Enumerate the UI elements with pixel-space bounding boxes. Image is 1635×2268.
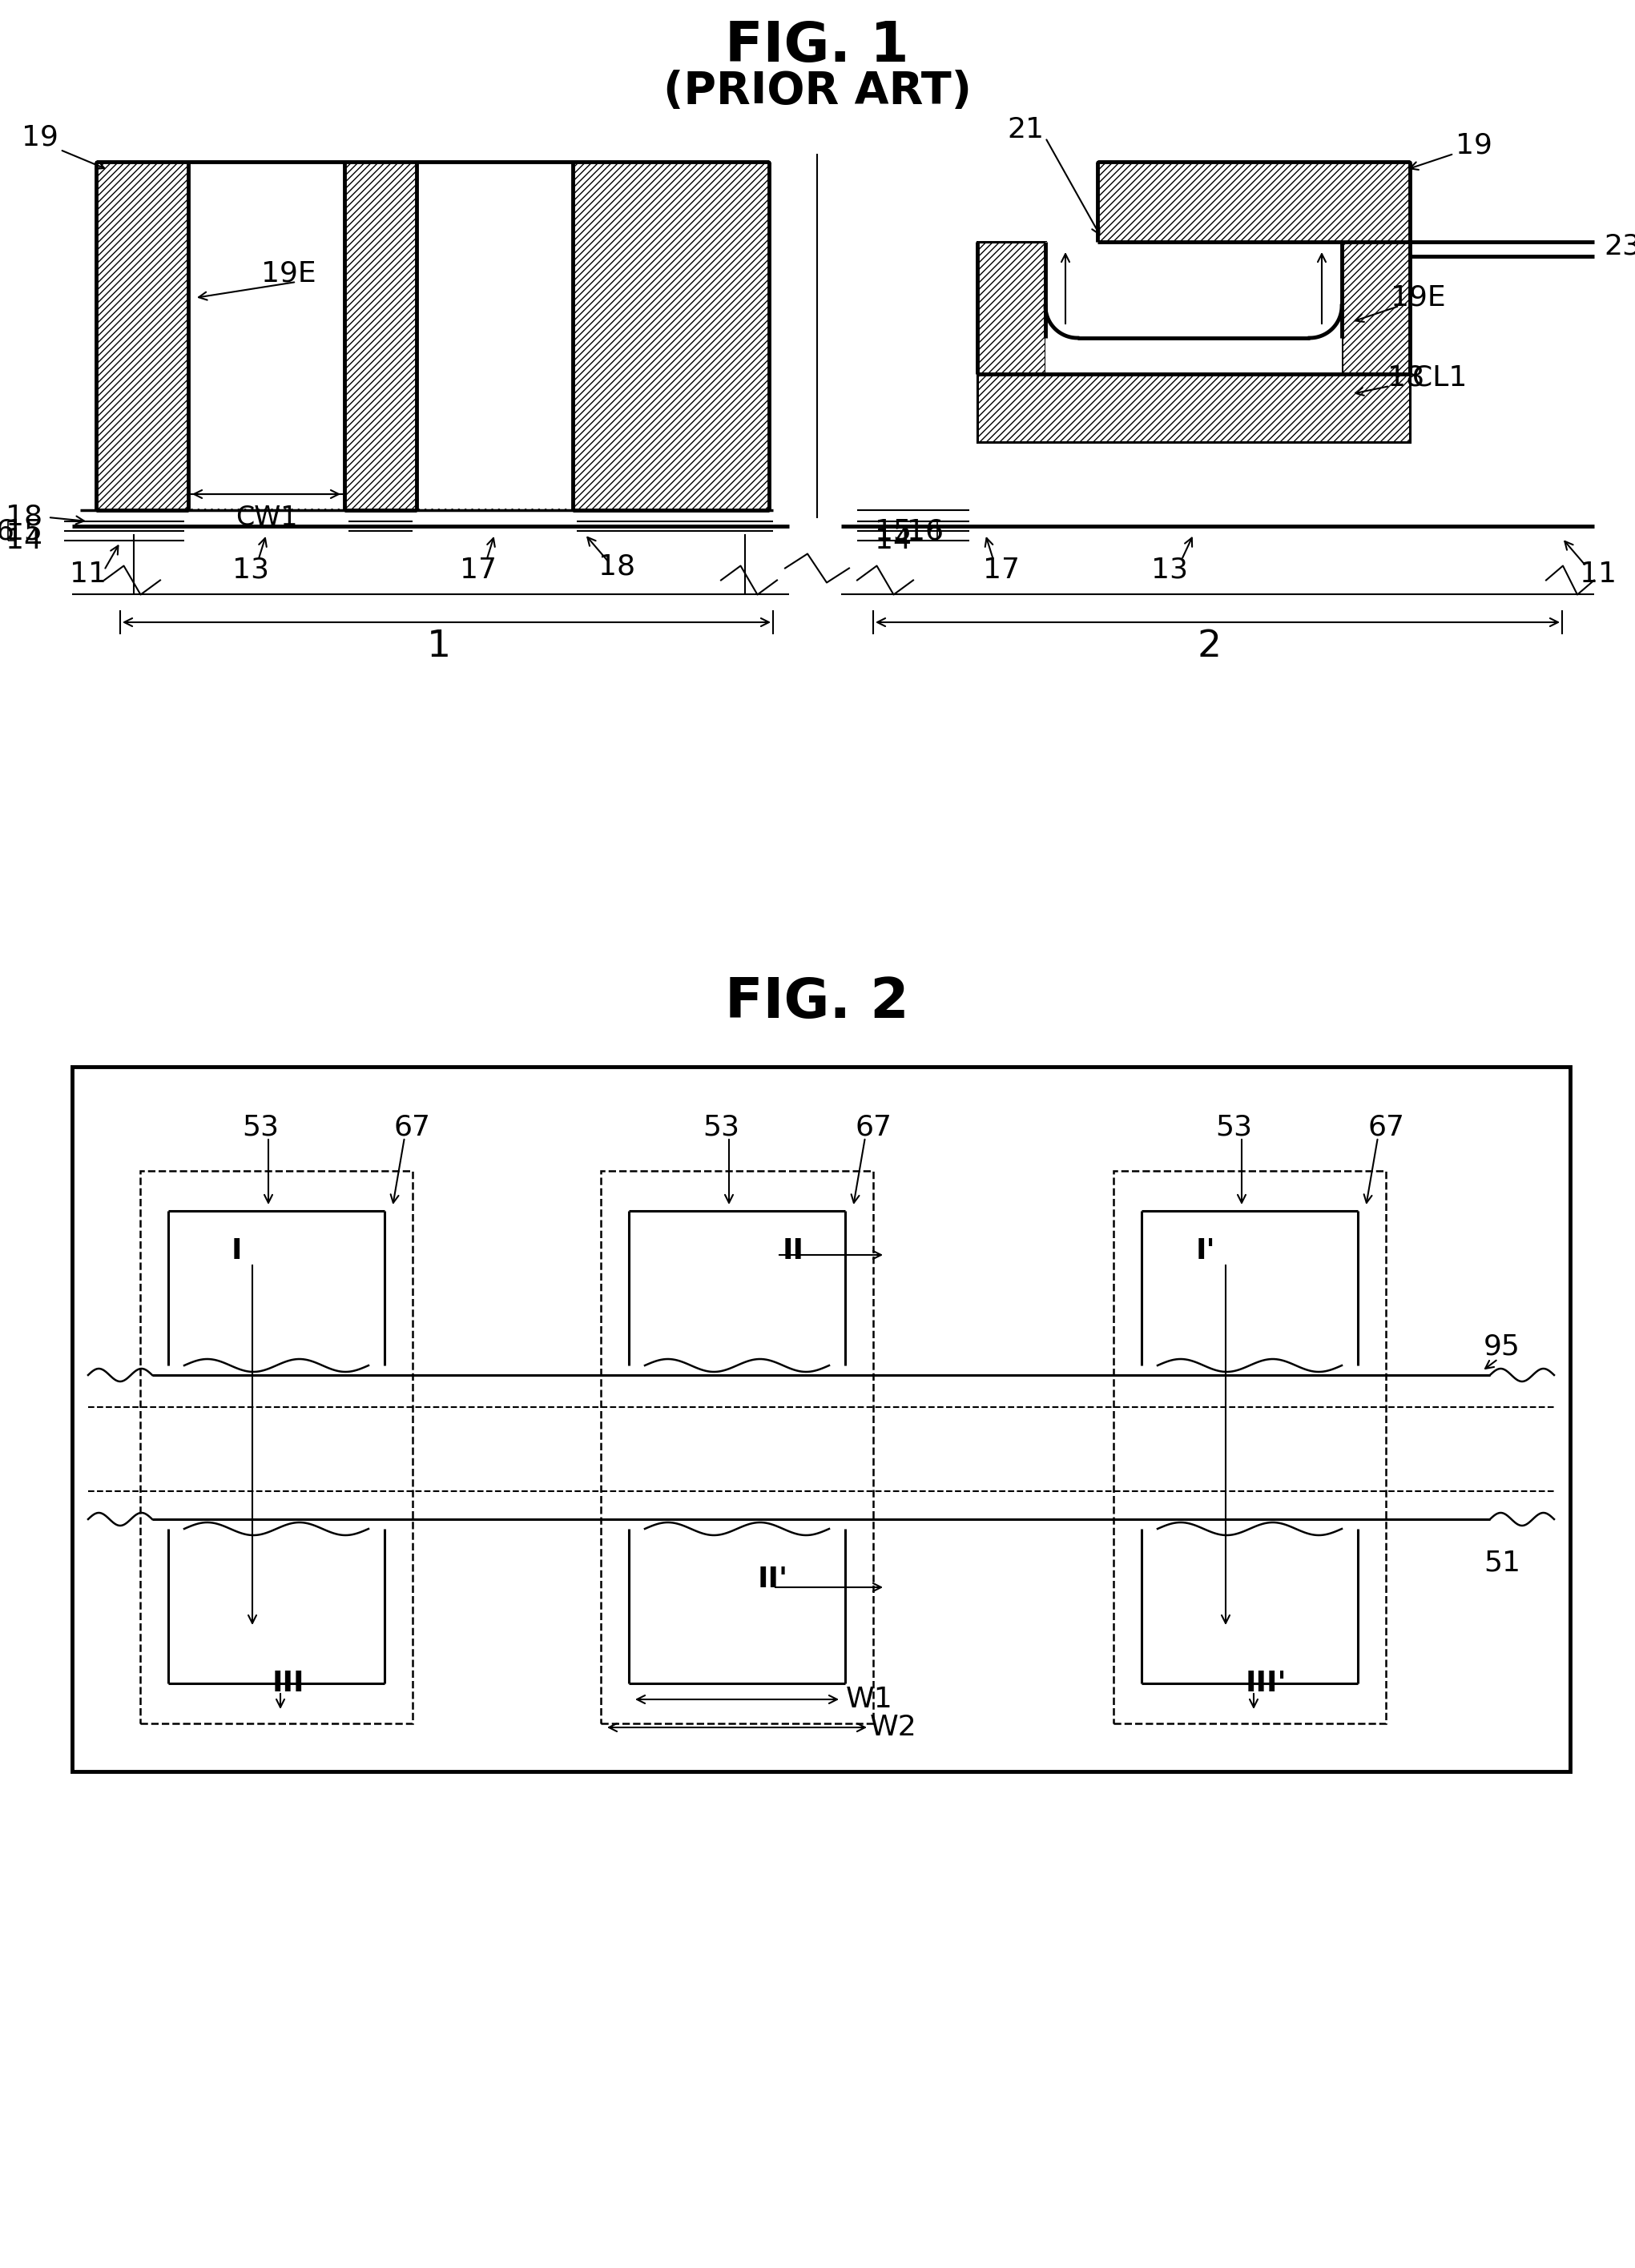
Text: 21: 21 (1007, 116, 1043, 143)
Text: 95: 95 (1483, 1334, 1521, 1361)
Text: 2: 2 (1197, 628, 1221, 665)
Text: III: III (271, 1669, 304, 1696)
Text: FIG. 1: FIG. 1 (726, 18, 909, 73)
Text: CL1: CL1 (1413, 365, 1467, 392)
Text: 67: 67 (1367, 1114, 1404, 1141)
Text: 15: 15 (875, 517, 912, 544)
Text: 19: 19 (1455, 132, 1493, 159)
Text: 53: 53 (703, 1114, 739, 1141)
Text: 16: 16 (0, 517, 15, 544)
Text: 19: 19 (21, 125, 59, 152)
Text: III': III' (1244, 1669, 1287, 1696)
Text: 17: 17 (459, 556, 497, 583)
Text: (PRIOR ART): (PRIOR ART) (662, 70, 971, 113)
Text: I': I' (1195, 1238, 1215, 1266)
Text: 14: 14 (875, 526, 912, 553)
Bar (417, 161, 572, 508)
Bar (72, 1066, 1570, 1771)
Text: 53: 53 (1215, 1114, 1252, 1141)
Text: 11: 11 (70, 560, 106, 587)
Text: 67: 67 (394, 1114, 432, 1141)
Text: I: I (231, 1238, 242, 1266)
Text: 16: 16 (907, 517, 943, 544)
Text: W1: W1 (845, 1685, 893, 1712)
Bar (978, 243, 1045, 442)
Text: W2: W2 (870, 1715, 917, 1742)
Text: 51: 51 (1483, 1549, 1521, 1576)
Text: 14: 14 (5, 526, 43, 553)
Bar (1045, 243, 1342, 374)
Text: 18: 18 (598, 553, 636, 581)
Text: II: II (782, 1238, 804, 1266)
Text: CW1: CW1 (235, 506, 298, 531)
Text: 1: 1 (427, 628, 451, 665)
Text: 19E: 19E (262, 261, 316, 288)
Text: 19E: 19E (1390, 284, 1445, 311)
Bar (188, 161, 345, 508)
Text: 18: 18 (1388, 365, 1424, 392)
Text: 15: 15 (5, 517, 43, 544)
Bar (978, 374, 1409, 442)
Text: 53: 53 (242, 1114, 280, 1141)
Text: II': II' (757, 1565, 788, 1592)
Text: FIG. 2: FIG. 2 (726, 975, 909, 1030)
Text: 23: 23 (1604, 231, 1635, 259)
Bar (600, 1170, 873, 1724)
Bar (96, 161, 768, 510)
Bar (1097, 161, 1409, 243)
Text: 13: 13 (232, 556, 268, 583)
Text: 13: 13 (1151, 556, 1189, 583)
Bar (1342, 243, 1409, 442)
Text: 11: 11 (1579, 560, 1617, 587)
Bar (141, 1170, 412, 1724)
Text: 67: 67 (855, 1114, 891, 1141)
Text: 17: 17 (983, 556, 1020, 583)
Bar (1113, 1170, 1386, 1724)
Text: 18: 18 (5, 503, 43, 531)
